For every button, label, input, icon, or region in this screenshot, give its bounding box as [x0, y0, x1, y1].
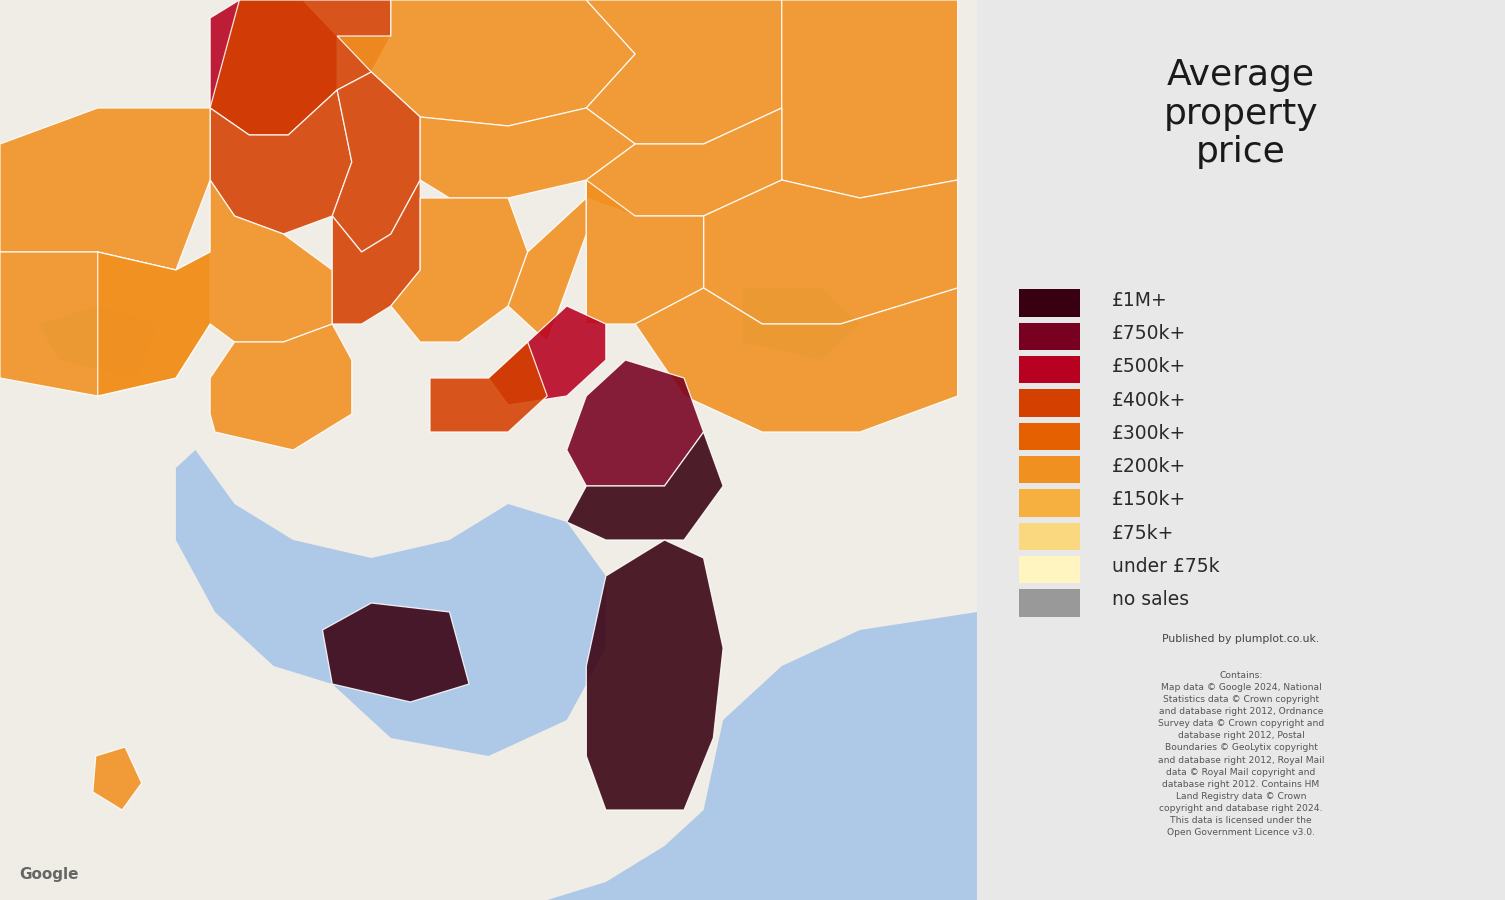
- Text: under £75k: under £75k: [1112, 557, 1219, 576]
- Bar: [1019, 356, 1081, 383]
- Bar: [1019, 323, 1081, 350]
- Bar: [1019, 423, 1081, 450]
- Polygon shape: [0, 108, 211, 270]
- Polygon shape: [211, 324, 352, 450]
- Polygon shape: [509, 180, 587, 342]
- Text: Published by plumplot.co.uk.: Published by plumplot.co.uk.: [1162, 634, 1320, 644]
- Polygon shape: [322, 603, 470, 702]
- Polygon shape: [420, 108, 635, 198]
- Polygon shape: [98, 180, 333, 396]
- Polygon shape: [430, 342, 548, 432]
- Polygon shape: [587, 540, 722, 810]
- Polygon shape: [489, 306, 607, 405]
- Polygon shape: [587, 180, 703, 324]
- Text: £750k+: £750k+: [1112, 324, 1186, 343]
- Bar: [1019, 390, 1081, 417]
- Text: Contains:
Map data © Google 2024, National
Statistics data © Crown copyright
and: Contains: Map data © Google 2024, Nation…: [1157, 670, 1324, 838]
- Polygon shape: [742, 288, 859, 360]
- Text: £500k+: £500k+: [1112, 357, 1186, 376]
- Polygon shape: [391, 198, 528, 342]
- Polygon shape: [337, 0, 635, 126]
- Polygon shape: [587, 0, 781, 144]
- Text: £1M+: £1M+: [1112, 291, 1168, 310]
- Polygon shape: [781, 0, 957, 198]
- Polygon shape: [211, 0, 337, 135]
- Polygon shape: [703, 180, 957, 324]
- Polygon shape: [567, 432, 722, 540]
- Text: no sales: no sales: [1112, 590, 1189, 609]
- Text: Google: Google: [20, 867, 80, 882]
- Text: £300k+: £300k+: [1112, 424, 1186, 443]
- Polygon shape: [211, 0, 391, 135]
- Polygon shape: [635, 288, 957, 432]
- Polygon shape: [587, 108, 781, 216]
- Bar: [1019, 456, 1081, 483]
- Polygon shape: [211, 90, 352, 234]
- Text: £75k+: £75k+: [1112, 524, 1174, 543]
- Polygon shape: [0, 252, 211, 396]
- Text: £200k+: £200k+: [1112, 457, 1186, 476]
- Text: £400k+: £400k+: [1112, 391, 1186, 410]
- Polygon shape: [567, 360, 703, 486]
- Polygon shape: [0, 612, 977, 900]
- Bar: [1019, 523, 1081, 550]
- Bar: [1019, 556, 1081, 583]
- Text: Average
property
price: Average property price: [1163, 58, 1318, 168]
- Polygon shape: [39, 306, 157, 378]
- Polygon shape: [176, 450, 607, 756]
- Bar: [1019, 490, 1081, 517]
- Polygon shape: [333, 72, 420, 252]
- Bar: [1019, 290, 1081, 317]
- Text: £150k+: £150k+: [1112, 491, 1186, 509]
- Polygon shape: [93, 747, 141, 810]
- Polygon shape: [333, 180, 420, 324]
- Bar: [1019, 590, 1081, 616]
